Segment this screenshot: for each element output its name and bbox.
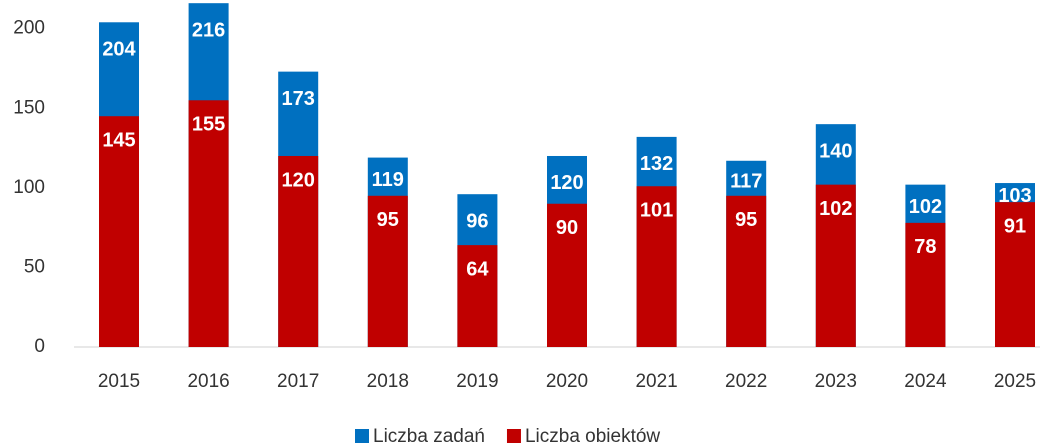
legend-swatch <box>506 429 521 443</box>
legend-label: Liczba zadań <box>373 426 485 447</box>
x-tick-label: 2018 <box>367 371 409 392</box>
data-label: 204 <box>102 39 136 61</box>
data-label: 91 <box>1004 215 1026 237</box>
data-label: 117 <box>730 171 762 193</box>
bar <box>905 222 946 347</box>
bar <box>99 116 139 347</box>
bar <box>547 203 587 347</box>
x-tick-label: 2022 <box>725 371 767 392</box>
x-tick-label: 2025 <box>994 371 1036 392</box>
data-label: 90 <box>556 217 578 239</box>
data-label: 119 <box>372 169 404 191</box>
data-label: 132 <box>640 153 673 175</box>
bar <box>367 195 408 347</box>
x-tick-label: 2021 <box>635 371 677 392</box>
data-label: 95 <box>377 209 399 231</box>
x-tick-label: 2015 <box>98 371 140 392</box>
bar <box>995 202 1035 347</box>
x-tick-label: 2019 <box>456 371 498 392</box>
data-label: 216 <box>192 19 225 41</box>
data-label: 96 <box>466 210 488 232</box>
y-tick-label: 150 <box>13 97 45 118</box>
bar <box>188 100 229 347</box>
legend-label: Liczba obiektów <box>525 426 660 447</box>
data-label: 102 <box>819 198 852 220</box>
y-tick-label: 100 <box>13 177 45 198</box>
x-tick-label: 2016 <box>187 371 229 392</box>
data-label: 155 <box>192 114 225 136</box>
y-tick-label: 200 <box>13 18 45 39</box>
data-label: 173 <box>282 88 315 110</box>
legend-swatch <box>355 429 369 443</box>
data-label: 120 <box>282 169 315 191</box>
data-label: 103 <box>998 185 1031 207</box>
bar <box>815 184 856 347</box>
data-label: 102 <box>909 196 942 218</box>
bar <box>278 155 319 347</box>
data-label: 101 <box>640 200 673 222</box>
x-tick-label: 2023 <box>815 371 857 392</box>
data-label: 64 <box>466 258 489 280</box>
x-tick-label: 2024 <box>904 371 947 392</box>
y-tick-label: 0 <box>34 336 45 357</box>
data-label: 78 <box>914 236 936 258</box>
x-tick-label: 2017 <box>277 371 319 392</box>
data-label: 120 <box>550 172 583 194</box>
y-tick-label: 50 <box>24 256 45 277</box>
bar <box>636 186 677 347</box>
data-label: 95 <box>735 209 757 231</box>
x-tick-label: 2020 <box>546 371 588 392</box>
data-label: 140 <box>819 140 852 162</box>
bar <box>726 195 767 347</box>
data-label: 145 <box>102 129 135 151</box>
bar <box>457 245 498 347</box>
